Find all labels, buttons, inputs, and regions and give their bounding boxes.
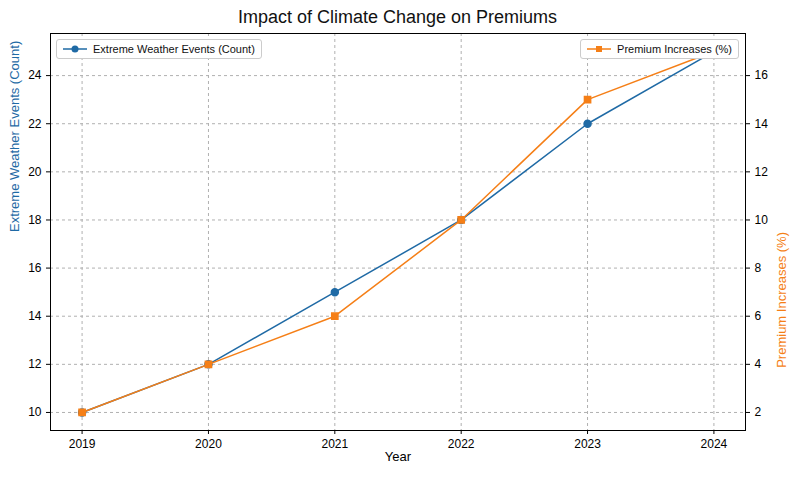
svg-text:16: 16 (755, 68, 769, 82)
svg-text:8: 8 (755, 261, 762, 275)
html-text:Premium Increases (%): Premium Increases (%) (617, 43, 732, 55)
svg-text:Year: Year (385, 449, 412, 464)
svg-text:6: 6 (755, 309, 762, 323)
svg-text:4: 4 (755, 357, 762, 371)
svg-text:2: 2 (755, 405, 762, 419)
svg-text:14: 14 (28, 309, 42, 323)
svg-text:10: 10 (28, 405, 42, 419)
svg-text:Extreme Weather Events (Count): Extreme Weather Events (Count) (7, 41, 22, 232)
svg-text:12: 12 (755, 165, 769, 179)
html-text:Extreme Weather Events (Count): Extreme Weather Events (Count) (93, 43, 255, 55)
svg-text:2024: 2024 (701, 437, 728, 451)
svg-text:2022: 2022 (448, 437, 475, 451)
svg-text:Premium Increases (%): Premium Increases (%) (774, 232, 789, 368)
svg-text:24: 24 (28, 68, 42, 82)
svg-text:16: 16 (28, 261, 42, 275)
svg-text:10: 10 (755, 213, 769, 227)
html-text:Impact of Climate Change on Pr: Impact of Climate Change on Premiums (237, 7, 558, 27)
svg-text:2020: 2020 (195, 437, 222, 451)
svg-text:20: 20 (28, 165, 42, 179)
svg-text:2019: 2019 (69, 437, 96, 451)
svg-text:14: 14 (755, 117, 769, 131)
svg-text:18: 18 (28, 213, 42, 227)
svg-text:12: 12 (28, 357, 42, 371)
svg-text:22: 22 (28, 117, 42, 131)
svg-text:2023: 2023 (574, 437, 601, 451)
svg-text:2021: 2021 (321, 437, 348, 451)
